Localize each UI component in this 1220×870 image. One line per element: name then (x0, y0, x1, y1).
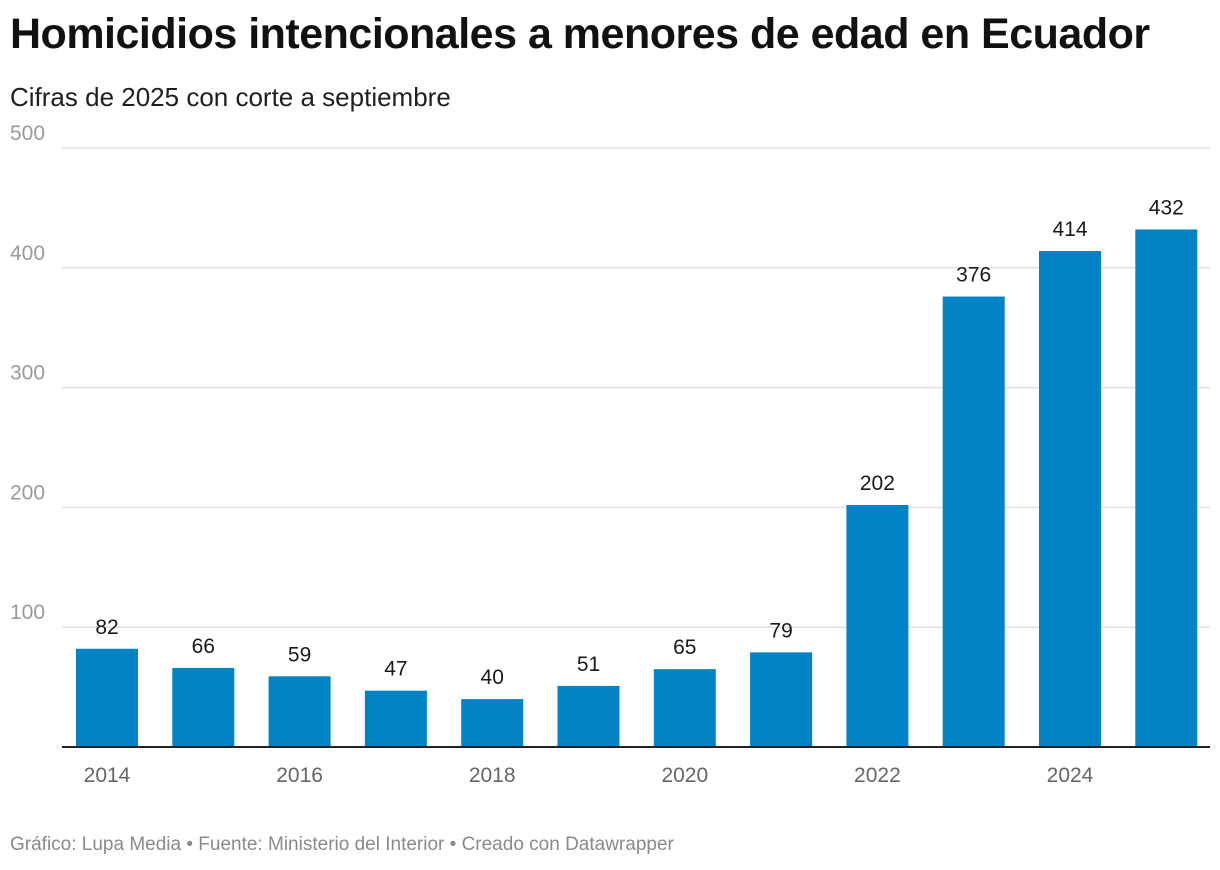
data-label: 414 (1052, 218, 1087, 241)
bar (750, 652, 813, 747)
y-axis-ticks: 100 200 300 400 500 (10, 122, 45, 624)
y-tick-label: 500 (10, 122, 45, 145)
bar-chart: 100 200 300 400 500 82 66 59 47 40 51 65 79 202 376 41… (10, 122, 1210, 787)
bar (1039, 251, 1101, 747)
data-labels: 82 66 59 47 40 51 65 79 202 376 414 432 (95, 196, 1184, 689)
data-label: 202 (860, 472, 895, 495)
bars (76, 229, 1198, 748)
data-label: 66 (192, 635, 215, 658)
data-label: 65 (673, 636, 696, 659)
x-tick-label: 2018 (469, 764, 516, 787)
bar (653, 669, 716, 747)
y-tick-label: 300 (10, 362, 45, 385)
data-label: 82 (95, 616, 118, 639)
x-tick-label: 2024 (1047, 764, 1094, 787)
data-label: 432 (1149, 196, 1184, 219)
bar (1135, 229, 1198, 748)
data-label: 47 (384, 658, 407, 681)
y-tick-label: 100 (10, 601, 45, 624)
x-axis-ticks: 2014 2016 2018 2020 2022 2024 (84, 764, 1094, 787)
x-tick-label: 2014 (84, 764, 131, 787)
bar (461, 699, 524, 747)
chart-footer: Gráfico: Lupa Media • Fuente: Ministerio… (10, 834, 674, 855)
data-label: 79 (769, 619, 792, 642)
data-label: 376 (956, 264, 991, 287)
bar (364, 690, 427, 747)
chart-subtitle: Cifras de 2025 con corte a septiembre (10, 82, 451, 112)
chart-title: Homicidios intencionales a menores de ed… (10, 10, 1150, 58)
bar (846, 505, 909, 747)
gridlines (62, 147, 1210, 628)
bar (172, 667, 235, 747)
y-tick-label: 400 (10, 242, 45, 265)
x-tick-label: 2016 (276, 764, 323, 787)
bar (557, 685, 620, 747)
bar (268, 676, 331, 747)
bar (942, 296, 1005, 747)
x-tick-label: 2020 (661, 764, 708, 787)
data-label: 51 (577, 653, 600, 676)
x-tick-label: 2022 (854, 764, 901, 787)
y-tick-label: 200 (10, 481, 45, 504)
bar (76, 648, 138, 747)
data-label: 59 (288, 643, 311, 666)
data-label: 40 (481, 666, 504, 689)
